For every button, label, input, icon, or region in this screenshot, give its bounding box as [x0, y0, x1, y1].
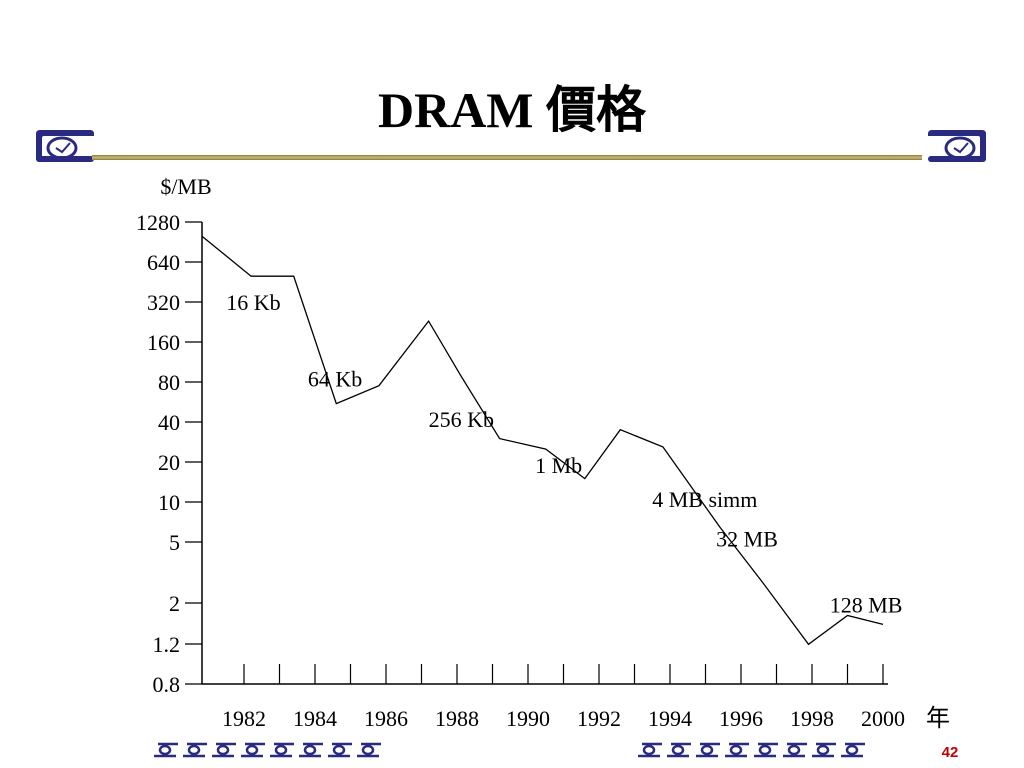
chip-annotation: 1 Mb — [535, 453, 582, 478]
chip-annotation: 4 MB simm — [652, 487, 757, 512]
x-tick-label: 1986 — [364, 706, 408, 731]
y-tick-label: 10 — [158, 490, 180, 515]
x-tick-label: 1988 — [435, 706, 479, 731]
left-scroll-ornament — [36, 130, 94, 162]
footer-scroll-glyph — [667, 742, 691, 758]
y-tick-label: 20 — [158, 450, 180, 475]
x-tick-label: 1990 — [506, 706, 550, 731]
x-tick-label: 1984 — [293, 706, 337, 731]
footer-scroll-glyph — [696, 742, 720, 758]
slide-title: DRAM 價格 — [0, 78, 1024, 142]
y-tick-label: 40 — [158, 410, 180, 435]
footer-scroll-glyph — [783, 742, 807, 758]
footer-scroll-glyph — [241, 742, 265, 758]
x-tick-label: 1998 — [790, 706, 834, 731]
chip-annotation: 16 Kb — [226, 290, 280, 315]
footer-ornament-right — [638, 742, 865, 758]
x-tick-label: 1996 — [719, 706, 763, 731]
chip-annotation: 64 Kb — [308, 367, 362, 392]
title-divider — [92, 155, 922, 160]
chip-annotation: 256 Kb — [429, 407, 494, 432]
y-tick-label: 0.8 — [153, 672, 181, 697]
y-tick-label: 5 — [169, 530, 180, 555]
footer-scroll-glyph — [812, 742, 836, 758]
footer-scroll-glyph — [357, 742, 381, 758]
footer-scroll-glyph — [638, 742, 662, 758]
footer-scroll-glyph — [754, 742, 778, 758]
footer-scroll-glyph — [328, 742, 352, 758]
footer-scroll-glyph — [212, 742, 236, 758]
y-tick-label: 1280 — [136, 210, 180, 235]
footer-scroll-glyph — [725, 742, 749, 758]
y-tick-label: 160 — [147, 330, 180, 355]
x-tick-label: 2000 — [861, 706, 905, 731]
y-tick-label: 640 — [147, 250, 180, 275]
chip-annotation: 128 MB — [830, 592, 903, 617]
y-tick-label: 1.2 — [153, 632, 181, 657]
footer-scroll-glyph — [183, 742, 207, 758]
footer-scroll-glyph — [299, 742, 323, 758]
slide-title-latin: DRAM — [377, 82, 534, 138]
x-axis-label: 年 — [926, 704, 950, 732]
y-tick-label: 80 — [158, 370, 180, 395]
x-tick-label: 1992 — [577, 706, 621, 731]
right-scroll-ornament — [928, 130, 986, 162]
footer-scroll-glyph — [841, 742, 865, 758]
price-line — [201, 235, 884, 646]
slide-title-cjk: 價格 — [546, 81, 647, 139]
page-number: 42 — [941, 744, 959, 761]
footer-ornament-left — [154, 742, 381, 758]
footer-scroll-glyph — [154, 742, 178, 758]
x-tick-label: 1982 — [222, 706, 266, 731]
footer-scroll-glyph — [270, 742, 294, 758]
y-tick-label: 320 — [147, 290, 180, 315]
x-tick-label: 1994 — [648, 706, 692, 731]
y-axis-label: $/MB — [160, 174, 211, 199]
chip-annotation: 32 MB — [716, 527, 778, 552]
y-tick-label: 2 — [169, 591, 180, 616]
